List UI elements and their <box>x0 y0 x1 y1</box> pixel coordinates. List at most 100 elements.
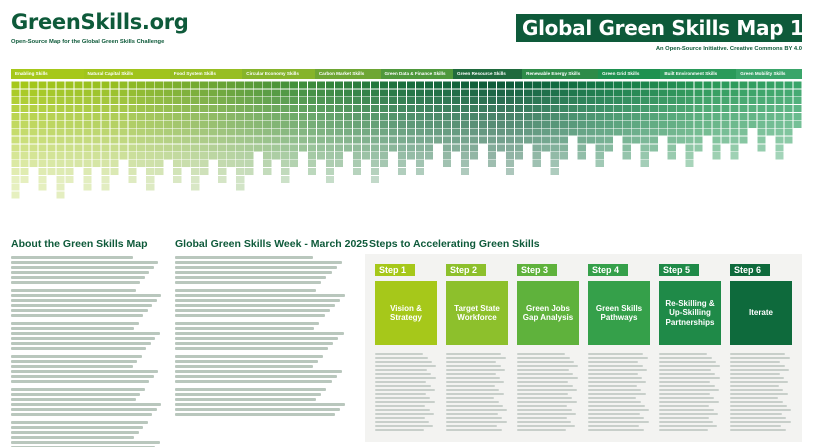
skill-cell <box>146 136 155 144</box>
skill-cell <box>793 97 802 105</box>
text-line <box>730 409 792 411</box>
skill-cell <box>361 128 371 136</box>
skill-cell <box>191 167 200 175</box>
skill-cell <box>640 144 649 152</box>
skill-cell <box>334 160 344 168</box>
skill-cell <box>29 89 38 97</box>
text-line <box>375 377 436 379</box>
skill-cell <box>433 128 443 136</box>
skill-cell <box>209 128 218 136</box>
skill-cell <box>631 136 640 144</box>
text-line <box>375 357 428 359</box>
text-line <box>517 357 570 359</box>
skill-cell <box>559 105 568 113</box>
skill-cell <box>658 89 667 97</box>
skill-cell <box>532 89 541 97</box>
skill-cell <box>155 112 164 120</box>
skill-cell <box>47 81 56 89</box>
skill-cell <box>748 89 757 97</box>
skill-cell <box>65 112 74 120</box>
skill-cell <box>65 120 74 128</box>
text-line <box>175 266 337 269</box>
text-line <box>175 342 334 345</box>
text-line <box>375 369 428 371</box>
skill-cell <box>352 160 362 168</box>
skill-cell <box>379 81 389 89</box>
skill-cell <box>308 144 317 152</box>
skill-cell <box>92 81 101 89</box>
skill-cell <box>164 128 173 136</box>
skill-cell <box>604 144 613 152</box>
skill-cell <box>65 89 74 97</box>
skill-cell <box>299 112 308 120</box>
skill-cell <box>191 175 200 183</box>
skill-cell <box>20 112 29 120</box>
skill-cell <box>290 105 299 113</box>
skill-cell <box>20 81 29 89</box>
skill-cell <box>146 128 155 136</box>
skill-cell <box>784 89 793 97</box>
skill-cell <box>739 120 748 128</box>
skill-cell <box>110 105 119 113</box>
skill-cell <box>667 105 676 113</box>
skill-cell <box>191 128 200 136</box>
skill-cell <box>119 97 128 105</box>
skill-cell <box>334 136 344 144</box>
skill-cell <box>460 128 470 136</box>
text-line <box>11 271 150 274</box>
skill-cell <box>254 112 263 120</box>
skill-cell <box>128 128 137 136</box>
text-line <box>517 365 579 367</box>
text-line <box>659 401 719 403</box>
skill-cell <box>209 112 218 120</box>
skill-cell <box>272 105 281 113</box>
skill-cell <box>164 89 173 97</box>
skill-cell <box>182 144 191 152</box>
skill-cell <box>649 89 658 97</box>
category-label: Natural Capital Skills <box>83 69 170 79</box>
skill-cell <box>47 160 56 168</box>
text-line <box>175 309 330 312</box>
skill-cell <box>361 81 371 89</box>
skill-cell <box>370 97 380 105</box>
skill-cell <box>74 136 83 144</box>
skill-cell <box>56 105 65 113</box>
skill-cell <box>784 81 793 89</box>
skill-cell <box>577 120 586 128</box>
skill-cell <box>370 120 380 128</box>
skill-cell <box>370 81 380 89</box>
skill-cell <box>110 97 119 105</box>
skill-cell <box>11 128 20 136</box>
text-line <box>588 405 646 407</box>
skill-cell <box>236 136 245 144</box>
skill-cell <box>550 152 559 160</box>
skill-cell <box>218 144 227 152</box>
skill-cell <box>128 175 137 183</box>
skill-cell <box>523 120 532 128</box>
brand-title: GreenSkills.org <box>11 10 189 34</box>
skill-cell <box>532 152 541 160</box>
text-line <box>175 408 341 411</box>
skill-cell <box>694 105 703 113</box>
text-line <box>517 409 572 411</box>
skill-cell <box>766 105 775 113</box>
text-line <box>11 299 157 302</box>
brand-block: GreenSkills.org Open-Source Map for the … <box>11 10 189 45</box>
text-line <box>375 389 436 391</box>
skill-cell <box>173 167 182 175</box>
text-line <box>659 381 711 383</box>
text-line <box>11 294 162 297</box>
skill-cell <box>388 144 398 152</box>
text-line <box>659 373 716 375</box>
skill-cell <box>370 144 380 152</box>
skill-cell <box>254 144 263 152</box>
skill-cell <box>721 81 730 89</box>
skill-cell <box>191 144 200 152</box>
skill-cell <box>218 167 227 175</box>
step-tag: Step 2 <box>446 264 486 276</box>
skill-cell <box>182 112 191 120</box>
skill-cell <box>703 120 712 128</box>
skill-cell <box>308 112 317 120</box>
skill-cell <box>164 152 173 160</box>
skill-cell <box>595 105 604 113</box>
